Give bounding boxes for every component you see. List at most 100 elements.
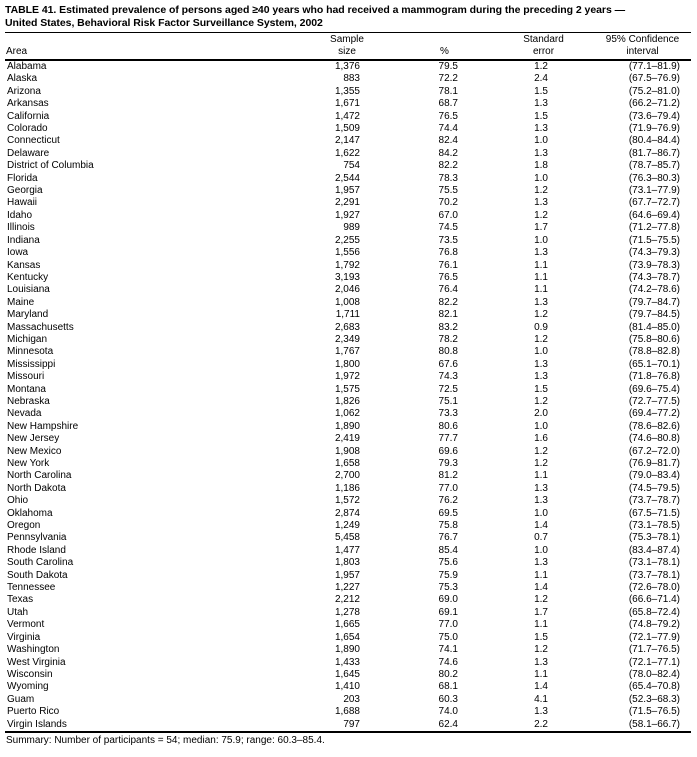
sample-size-cell: 1,927 xyxy=(334,209,360,221)
standard-error-cell: 1.2 xyxy=(534,594,548,606)
percent-cell: 77.7 xyxy=(438,433,458,445)
standard-error-cell: 1.5 xyxy=(534,383,548,395)
table-row: Georgia 1,957 75.5 1.2 (73.1–77.9) xyxy=(5,185,691,197)
standard-error-cell: 1.3 xyxy=(534,197,548,209)
table-row: Illinois 989 74.5 1.7 (71.2–77.8) xyxy=(5,222,691,234)
confidence-interval-cell: (79.7–84.7) xyxy=(628,296,680,308)
standard-error-cell: 1.1 xyxy=(534,569,548,581)
area-cell: Minnesota xyxy=(7,346,54,358)
percent-cell: 77.0 xyxy=(438,482,458,494)
standard-error-cell: 1.2 xyxy=(534,333,548,345)
confidence-interval-cell: (71.5–76.5) xyxy=(628,706,680,718)
standard-error-cell: 1.1 xyxy=(534,259,548,271)
standard-error-cell: 1.3 xyxy=(534,371,548,383)
confidence-interval-cell: (71.9–76.9) xyxy=(628,123,680,135)
sample-size-cell: 2,700 xyxy=(334,470,360,482)
confidence-interval-cell: (71.5–75.5) xyxy=(628,234,680,246)
sample-size-cell: 883 xyxy=(343,73,360,85)
sample-size-cell: 1,249 xyxy=(334,520,360,532)
confidence-interval-cell: (65.1–70.1) xyxy=(628,358,680,370)
standard-error-cell: 1.8 xyxy=(534,160,548,172)
standard-error-cell: 1.3 xyxy=(534,557,548,569)
percent-cell: 82.2 xyxy=(438,296,458,308)
percent-cell: 73.3 xyxy=(438,408,458,420)
standard-error-cell: 1.0 xyxy=(534,507,548,519)
standard-error-cell: 1.3 xyxy=(534,482,548,494)
area-cell: Wyoming xyxy=(7,681,49,693)
standard-error-cell: 2.4 xyxy=(534,73,548,85)
sample-size-cell: 1,433 xyxy=(334,656,360,668)
column-header-standard-error: Standard error xyxy=(493,33,594,61)
standard-error-cell: 1.3 xyxy=(534,123,548,135)
area-cell: Arizona xyxy=(7,85,41,97)
standard-error-cell: 1.3 xyxy=(534,358,548,370)
sample-size-cell: 1,278 xyxy=(334,606,360,618)
sample-size-cell: 1,688 xyxy=(334,706,360,718)
percent-cell: 78.2 xyxy=(438,333,458,345)
area-cell: Pennsylvania xyxy=(7,532,67,544)
area-cell: Washington xyxy=(7,644,60,656)
percent-cell: 74.3 xyxy=(438,371,458,383)
table-row: North Dakota 1,186 77.0 1.3 (74.5–79.5) xyxy=(5,483,691,495)
area-cell: South Carolina xyxy=(7,557,74,569)
column-header-se-line1: Standard xyxy=(523,34,564,45)
standard-error-cell: 1.2 xyxy=(534,395,548,407)
standard-error-cell: 1.5 xyxy=(534,631,548,643)
table-row: North Carolina 2,700 81.2 1.1 (79.0–83.4… xyxy=(5,470,691,482)
table-row: District of Columbia 754 82.2 1.8 (78.7–… xyxy=(5,160,691,172)
area-cell: South Dakota xyxy=(7,569,68,581)
sample-size-cell: 1,509 xyxy=(334,123,360,135)
standard-error-cell: 1.2 xyxy=(534,458,548,469)
percent-cell: 76.1 xyxy=(438,259,458,271)
area-cell: Nevada xyxy=(7,408,42,420)
column-header-sample-line1: Sample xyxy=(330,34,364,45)
sample-size-cell: 1,575 xyxy=(334,383,360,395)
sample-size-cell: 1,711 xyxy=(335,309,360,321)
percent-cell: 72.5 xyxy=(438,383,458,395)
sample-size-cell: 2,874 xyxy=(334,507,360,519)
area-cell: Virgin Islands xyxy=(7,718,67,730)
area-cell: Montana xyxy=(7,383,46,395)
confidence-interval-cell: (76.9–81.7) xyxy=(628,458,680,469)
column-header-area-label: Area xyxy=(6,45,28,57)
table-body: Alabama 1,376 79.5 1.2 (77.1–81.9) Alask… xyxy=(5,60,691,732)
percent-cell: 76.7 xyxy=(438,532,458,544)
area-cell: Texas xyxy=(7,594,34,606)
area-cell: West Virginia xyxy=(7,656,66,668)
percent-cell: 74.6 xyxy=(438,656,458,668)
area-cell: New Mexico xyxy=(7,445,62,457)
area-cell: Massachusetts xyxy=(7,321,74,333)
standard-error-cell: 1.3 xyxy=(534,296,548,308)
confidence-interval-cell: (71.8–76.8) xyxy=(628,371,680,383)
area-cell: Georgia xyxy=(7,185,43,197)
percent-cell: 60.3 xyxy=(438,693,458,705)
percent-cell: 75.5 xyxy=(438,185,458,197)
percent-cell: 74.1 xyxy=(438,644,458,656)
table-row: Oregon 1,249 75.8 1.4 (73.1–78.5) xyxy=(5,520,691,532)
confidence-interval-cell: (72.6–78.0) xyxy=(628,582,680,594)
area-cell: Guam xyxy=(7,693,35,705)
table-row: Alaska 883 72.2 2.4 (67.5–76.9) xyxy=(5,73,691,85)
area-cell: Ohio xyxy=(7,495,29,507)
confidence-interval-cell: (75.8–80.6) xyxy=(628,333,680,345)
table-row: Maine 1,008 82.2 1.3 (79.7–84.7) xyxy=(5,297,691,309)
confidence-interval-cell: (52.3–68.3) xyxy=(628,693,680,705)
sample-size-cell: 1,227 xyxy=(334,582,360,594)
table-row: Montana 1,575 72.5 1.5 (69.6–75.4) xyxy=(5,384,691,396)
percent-cell: 82.1 xyxy=(438,309,458,321)
percent-cell: 82.2 xyxy=(438,160,458,172)
table-row: Alabama 1,376 79.5 1.2 (77.1–81.9) xyxy=(5,60,691,73)
percent-cell: 75.9 xyxy=(438,569,458,581)
standard-error-cell: 1.1 xyxy=(534,470,548,482)
sample-size-cell: 1,665 xyxy=(334,619,360,631)
percent-cell: 67.6 xyxy=(438,358,458,370)
standard-error-cell: 1.3 xyxy=(534,495,548,507)
standard-error-cell: 1.2 xyxy=(534,309,548,321)
area-cell: New Jersey xyxy=(7,433,60,445)
percent-cell: 82.4 xyxy=(438,135,458,147)
standard-error-cell: 0.9 xyxy=(534,321,548,333)
sample-size-cell: 1,671 xyxy=(334,98,360,110)
sample-size-cell: 1,800 xyxy=(334,358,360,370)
table-row: Minnesota 1,767 80.8 1.0 (78.8–82.8) xyxy=(5,346,691,358)
percent-cell: 68.7 xyxy=(438,98,458,110)
